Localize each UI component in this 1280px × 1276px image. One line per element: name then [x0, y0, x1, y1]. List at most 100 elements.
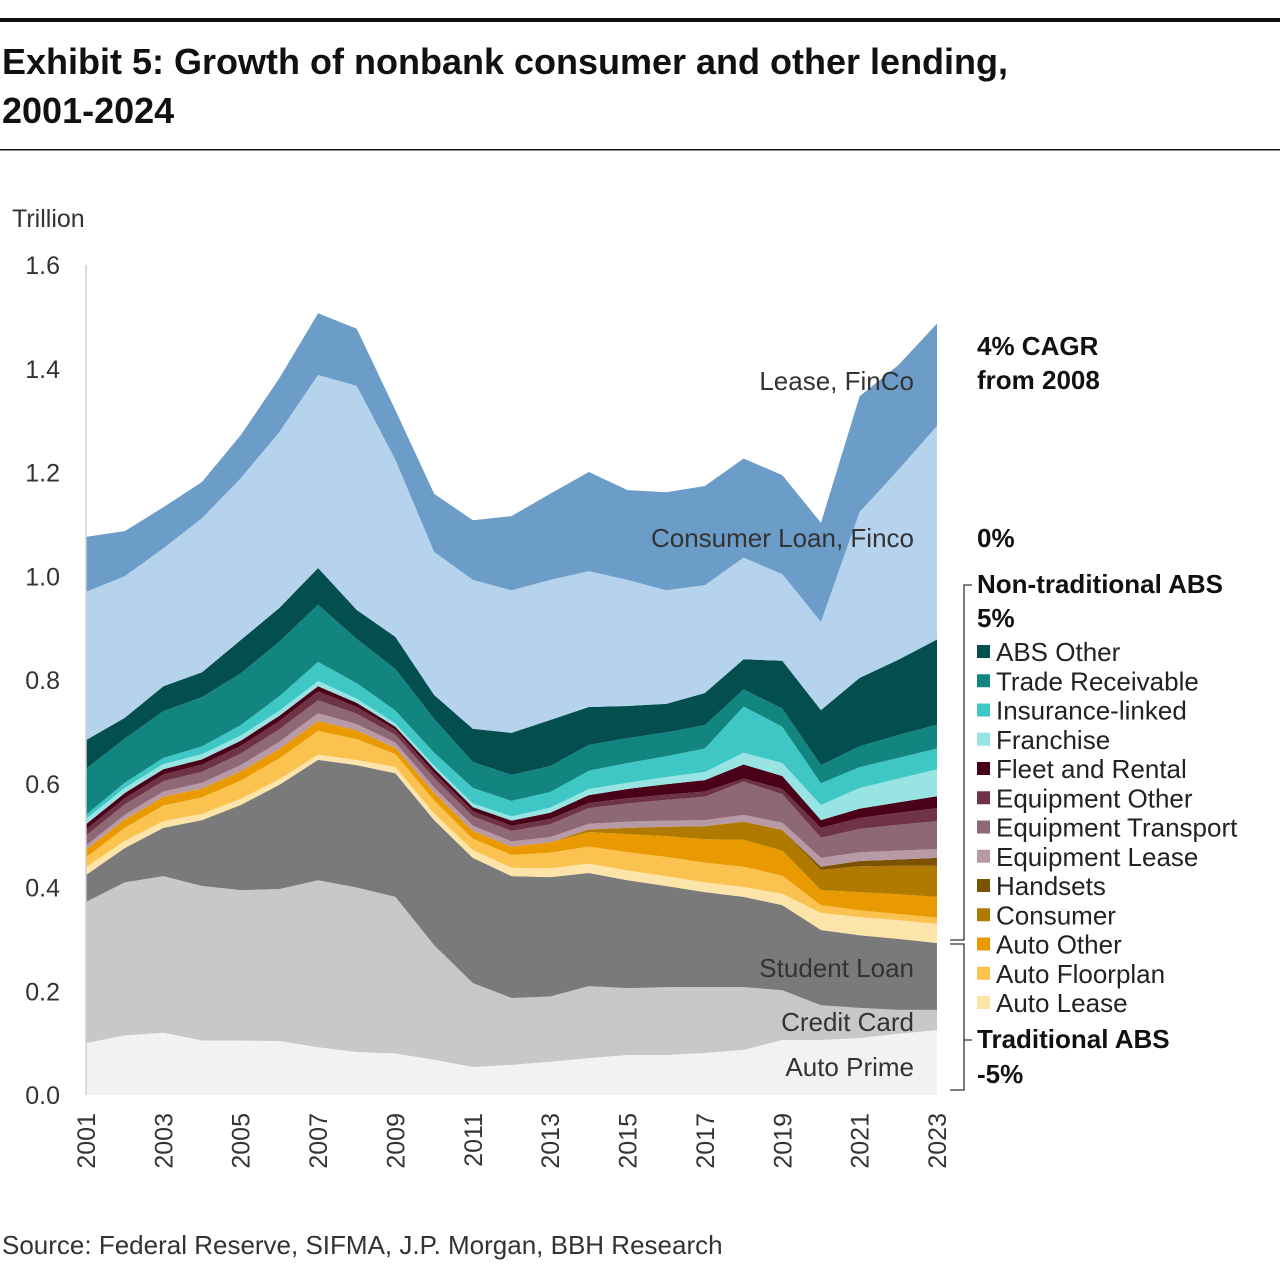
legend-item-franchise: Franchise	[977, 725, 1110, 755]
chart-title-line2: 2001-2024	[2, 90, 174, 131]
x-tick-label: 2017	[692, 1113, 720, 1169]
area-franchise	[86, 681, 937, 825]
area-consumer-loan-finco	[86, 374, 937, 741]
nontraditional-cagr: 5%	[977, 603, 1015, 633]
legend-swatch	[977, 908, 990, 922]
legend-label: Auto Other	[996, 930, 1122, 960]
consumer-cagr: 0%	[977, 523, 1015, 553]
legend-label: Franchise	[996, 725, 1110, 755]
area-fleet-and-rental	[86, 686, 937, 830]
legend-item-trade-receivable: Trade Receivable	[977, 666, 1199, 696]
legend-swatch	[977, 762, 990, 775]
legend-label: Auto Lease	[996, 988, 1128, 1018]
legend-swatch	[977, 703, 990, 717]
legend-swatch	[977, 937, 990, 951]
legend-item-insurance-linked: Insurance-linked	[977, 696, 1187, 726]
legend-item-fleet-and-rental: Fleet and Rental	[977, 754, 1187, 784]
x-ticks: 2001 2003 2005 2007 2009 2011 2013 2015 2017 2019…	[73, 1113, 952, 1169]
legend-swatch	[977, 966, 990, 980]
legend-label: Equipment Other	[996, 783, 1193, 813]
legend-item-auto-other: Auto Other	[977, 930, 1122, 960]
area-auto-prime	[86, 1030, 937, 1095]
legend-item-abs-other: ABS Other	[977, 637, 1121, 667]
x-tick-label: 2019	[769, 1113, 797, 1169]
x-tick-label: 2021	[847, 1113, 875, 1169]
legend-item-equipment-lease: Equipment Lease	[977, 842, 1198, 872]
y-tick-label: 0.2	[25, 978, 60, 1006]
series-label-auto-prime: Auto Prime	[785, 1052, 914, 1082]
legend-item-equipment-transport: Equipment Transport	[977, 813, 1238, 843]
y-tick-label: 0.8	[25, 667, 60, 695]
y-tick-label: 1.6	[25, 252, 60, 280]
traditional-bracket	[950, 943, 972, 1091]
legend-item-equipment-other: Equipment Other	[977, 783, 1193, 813]
legend-label: Trade Receivable	[996, 666, 1199, 696]
legend-swatch	[977, 791, 990, 805]
x-tick-label: 2007	[305, 1113, 333, 1169]
x-tick-label: 2005	[228, 1113, 256, 1169]
legend-swatch	[977, 820, 990, 834]
legend-label: ABS Other	[996, 637, 1121, 667]
legend-swatch	[977, 645, 990, 658]
legend-swatch	[977, 732, 990, 746]
legend-swatch	[977, 996, 990, 1009]
area-equipment-other	[86, 691, 937, 838]
legend-label: Auto Floorplan	[996, 959, 1165, 989]
nontraditional-bracket	[950, 584, 972, 941]
area-insurance-linked	[86, 661, 937, 820]
y-ticks: 0.0 0.2 0.4 0.6 0.8 1.0 1.2 1.4 1.6	[25, 252, 60, 1110]
area-lease-finco	[86, 313, 937, 622]
y-tick-label: 1.2	[25, 460, 60, 488]
legend-label: Consumer	[996, 900, 1116, 930]
y-tick-label: 0.0	[25, 1082, 60, 1110]
area-consumer	[86, 720, 937, 897]
y-tick-label: 1.4	[25, 356, 60, 384]
legend-label: Equipment Lease	[996, 842, 1198, 872]
area-equipment-transport	[86, 700, 937, 858]
area-auto-floorplan	[86, 730, 937, 924]
x-tick-label: 2001	[73, 1113, 101, 1169]
lease-cagr-line2: from 2008	[977, 365, 1100, 395]
legend-item-consumer: Consumer	[977, 900, 1116, 930]
x-tick-label: 2003	[150, 1113, 178, 1169]
area-layers	[86, 313, 937, 1095]
x-tick-label: 2013	[537, 1113, 565, 1169]
title-rule	[0, 149, 1280, 151]
y-axis-label: Trillion	[12, 205, 85, 233]
y-tick-label: 0.4	[25, 875, 60, 903]
series-label-credit-card: Credit Card	[781, 1007, 914, 1037]
lease-cagr-line1: 4% CAGR	[977, 331, 1099, 361]
legend-swatch	[977, 879, 990, 892]
source-note: Source: Federal Reserve, SIFMA, J.P. Mor…	[2, 1230, 723, 1260]
y-tick-label: 1.0	[25, 563, 60, 591]
series-label-student-loan: Student Loan	[759, 953, 914, 983]
area-auto-other	[86, 720, 937, 918]
traditional-label: Traditional ABS	[977, 1024, 1170, 1054]
legend-item-auto-lease: Auto Lease	[977, 988, 1128, 1018]
legend-label: Insurance-linked	[996, 696, 1187, 726]
legend-label: Handsets	[996, 871, 1106, 901]
top-rule	[0, 18, 1280, 22]
area-student-loan	[86, 759, 937, 1010]
legend-label: Equipment Transport	[996, 813, 1238, 843]
chart-title-line1: Exhibit 5: Growth of nonbank consumer an…	[2, 41, 1008, 82]
legend-item-auto-floorplan: Auto Floorplan	[977, 959, 1165, 989]
inline-labels: Auto Prime Credit Card Student Loan Consume…	[651, 366, 914, 1082]
traditional-cagr: -5%	[977, 1059, 1023, 1089]
x-tick-label: 2023	[924, 1113, 952, 1169]
x-tick-label: 2015	[615, 1113, 643, 1169]
series-label-consumer-loan-finco: Consumer Loan, Finco	[651, 523, 914, 553]
y-tick-label: 0.6	[25, 771, 60, 799]
area-auto-lease	[86, 754, 937, 944]
nontraditional-label: Non-traditional ABS	[977, 569, 1223, 599]
legend-swatch	[977, 674, 990, 688]
legend-swatch	[977, 849, 990, 863]
legend-item-handsets: Handsets	[977, 871, 1106, 901]
series-label-lease-finco: Lease, FinCo	[759, 366, 914, 396]
area-abs-other	[86, 567, 937, 775]
area-trade-receivable	[86, 604, 937, 815]
x-tick-label: 2011	[460, 1113, 488, 1167]
legend-label: Fleet and Rental	[996, 754, 1187, 784]
